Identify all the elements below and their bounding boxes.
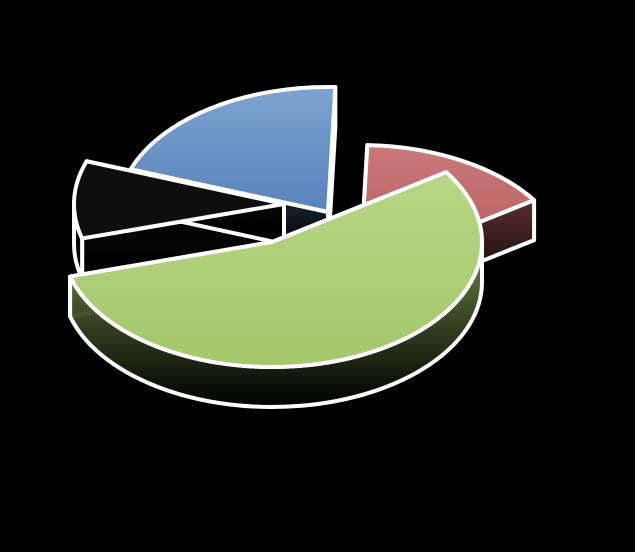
pie-chart-3d: [0, 0, 635, 552]
